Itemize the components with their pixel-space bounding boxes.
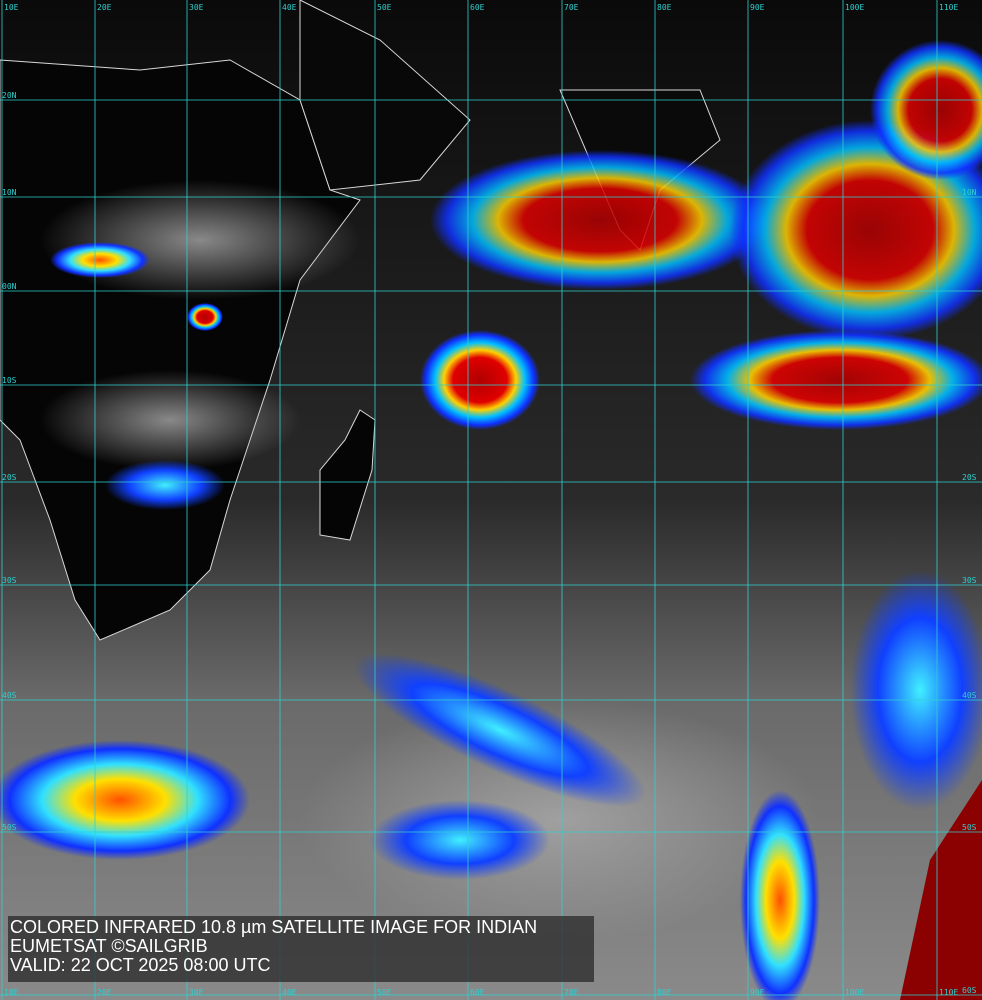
cyclone [420, 330, 540, 430]
longitude-label: 10E [4, 988, 19, 997]
latitude-label: 00N [2, 282, 17, 291]
longitude-label: 30E [189, 3, 204, 12]
longitude-label: 100E [845, 988, 864, 997]
latitude-label: 10N [962, 188, 977, 197]
latitude-label: 10S [2, 376, 17, 385]
longitude-label: 40E [282, 988, 297, 997]
longitude-label: 70E [564, 3, 579, 12]
longitude-label: 90E [750, 988, 765, 997]
longitude-label: 90E [750, 3, 765, 12]
longitude-label: 70E [564, 988, 579, 997]
longitude-label: 60E [470, 988, 485, 997]
longitude-label: 30E [189, 988, 204, 997]
madagascar [319, 409, 376, 541]
latitude-label: 40S [962, 691, 977, 700]
latitude-label: 40S [2, 691, 17, 700]
latitude-label: 20N [2, 91, 17, 100]
latitude-label: 20S [962, 473, 977, 482]
latitude-label: 20S [2, 473, 17, 482]
caption-credit: EUMETSAT ©SAILGRIB [10, 936, 208, 956]
latitude-label: 30S [962, 576, 977, 585]
caption-box: COLORED INFRARED 10.8 µm SATELLITE IMAGE… [8, 916, 594, 982]
caption-title: COLORED INFRARED 10.8 µm SATELLITE IMAGE… [10, 917, 538, 937]
latitude-label: 50S [962, 823, 977, 832]
longitude-label: 80E [657, 988, 672, 997]
earth-edge [900, 780, 982, 1000]
longitude-label: 50E [377, 988, 392, 997]
longitude-label: 110E [939, 3, 958, 12]
latitude-label: 60S [962, 986, 977, 995]
latitude-label: 50S [2, 823, 17, 832]
longitude-label: 50E [377, 3, 392, 12]
longitude-label: 110E [939, 988, 958, 997]
longitude-label: 20E [97, 988, 112, 997]
latitude-label: 30S [2, 576, 17, 585]
longitude-label: 10E [4, 3, 19, 12]
longitude-label: 80E [657, 3, 672, 12]
latitude-label: 10N [2, 188, 17, 197]
longitude-label: 20E [97, 3, 112, 12]
longitude-label: 60E [470, 3, 485, 12]
caption-valid-time: VALID: 22 OCT 2025 08:00 UTC [10, 955, 271, 975]
longitude-label: 40E [282, 3, 297, 12]
longitude-label: 100E [845, 3, 864, 12]
